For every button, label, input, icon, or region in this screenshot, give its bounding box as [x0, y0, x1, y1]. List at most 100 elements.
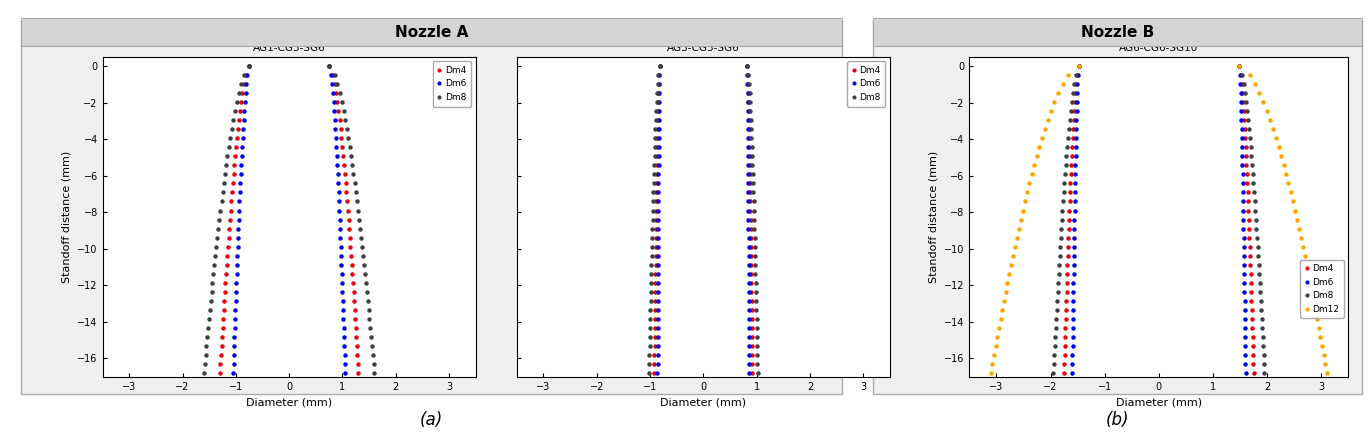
X-axis label: Diameter (mm): Diameter (mm) [1116, 397, 1202, 407]
Dm4 [212, 371, 229, 376]
Dm12 [1025, 163, 1042, 168]
Dm6 [231, 190, 248, 195]
Dm6 [650, 163, 667, 168]
Dm8 [211, 217, 227, 222]
Dm8 [1055, 190, 1072, 195]
Dm4 [648, 280, 664, 286]
Legend: Dm4, Dm6, Dm8: Dm4, Dm6, Dm8 [433, 61, 471, 106]
Dm4 [222, 208, 238, 213]
Dm6 [649, 316, 665, 321]
Dm6 [650, 280, 667, 286]
Dm4 [1058, 271, 1075, 276]
Dm4 [1057, 343, 1073, 349]
Dm6 [650, 91, 667, 96]
Dm8 [197, 361, 214, 367]
Dm8 [1053, 235, 1069, 240]
Dm12 [1001, 271, 1017, 276]
Dm6 [226, 325, 242, 331]
Dm12 [1039, 118, 1055, 123]
Dm6 [235, 109, 252, 114]
Dm6 [650, 118, 667, 123]
Dm12 [999, 280, 1016, 286]
Line: Dm8: Dm8 [203, 64, 251, 374]
Dm4 [1058, 280, 1075, 286]
Dm8 [1054, 208, 1071, 213]
Dm8 [1046, 352, 1062, 357]
Dm8 [643, 253, 660, 258]
Title: AG3-CG3-SG6: AG3-CG3-SG6 [667, 43, 739, 53]
Dm4 [646, 307, 663, 312]
Dm8 [197, 352, 214, 357]
Dm8 [641, 371, 657, 376]
Dm4 [650, 81, 667, 87]
Dm12 [1050, 91, 1066, 96]
Dm4 [648, 262, 664, 267]
Dm4 [1069, 72, 1086, 78]
Dm6 [1065, 334, 1082, 339]
Dm8 [225, 118, 241, 123]
Dm8 [207, 253, 223, 258]
Dm6 [650, 109, 667, 114]
Dm8 [215, 190, 231, 195]
Dm8 [199, 334, 215, 339]
Dm6 [1066, 217, 1083, 222]
Dm8 [648, 118, 664, 123]
Dm12 [1034, 136, 1050, 141]
Dm4 [215, 325, 231, 331]
Dm12 [1028, 154, 1045, 159]
Dm4 [1065, 118, 1082, 123]
Dm6 [652, 81, 668, 87]
Dm4 [225, 181, 241, 186]
Dm6 [1065, 253, 1082, 258]
Dm6 [650, 226, 667, 231]
Dm8 [203, 298, 219, 304]
Dm8 [643, 280, 660, 286]
Dm4 [1068, 81, 1084, 87]
Dm6 [1066, 190, 1083, 195]
Dm6 [1066, 208, 1083, 213]
X-axis label: Diameter (mm): Diameter (mm) [246, 397, 333, 407]
Dm8 [1064, 99, 1080, 105]
Dm4 [226, 163, 242, 168]
Dm4 [646, 361, 663, 367]
Dm8 [1047, 316, 1064, 321]
Dm4 [1058, 307, 1075, 312]
Dm12 [998, 289, 1014, 294]
Dm6 [226, 352, 242, 357]
Dm6 [227, 307, 244, 312]
Dm6 [241, 64, 257, 69]
Dm8 [205, 271, 222, 276]
Dm8 [649, 81, 665, 87]
Dm4 [650, 109, 667, 114]
Dm6 [240, 72, 256, 78]
Dm4 [1060, 235, 1076, 240]
Dm8 [642, 289, 658, 294]
Dm12 [1013, 217, 1029, 222]
Dm4 [1066, 99, 1083, 105]
Dm4 [220, 235, 237, 240]
Dm6 [227, 316, 244, 321]
Dm6 [650, 217, 667, 222]
Dm4 [220, 226, 237, 231]
Dm8 [1049, 289, 1065, 294]
Dm4 [648, 271, 664, 276]
Dm4 [649, 127, 665, 132]
Dm6 [1065, 307, 1082, 312]
Y-axis label: Standoff distance (mm): Standoff distance (mm) [62, 151, 71, 283]
Dm8 [648, 136, 664, 141]
Dm6 [650, 235, 667, 240]
Dm8 [645, 226, 661, 231]
Dm4 [648, 298, 664, 304]
Dm8 [645, 208, 661, 213]
Dm6 [649, 334, 665, 339]
Dm12 [994, 307, 1010, 312]
Dm4 [648, 289, 664, 294]
Dm4 [1057, 334, 1073, 339]
Dm8 [1046, 361, 1062, 367]
Dm4 [230, 118, 246, 123]
Dm8 [209, 226, 226, 231]
Dm8 [196, 371, 212, 376]
Dm8 [1061, 118, 1077, 123]
Dm8 [1055, 199, 1072, 204]
Dm4 [1064, 136, 1080, 141]
